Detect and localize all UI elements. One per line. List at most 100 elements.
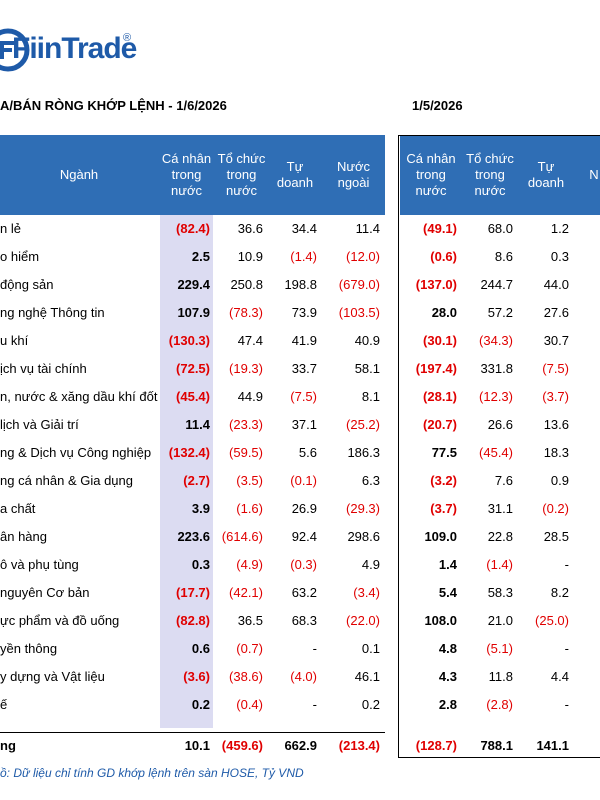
sector-name: ng & Dịch vụ Công nghiệp (0, 445, 152, 460)
sector-name: yền thông (0, 641, 58, 656)
value-cell: (0.7) (236, 641, 263, 656)
value-cell: (0.6) (430, 249, 457, 264)
value-cell: (137.0) (415, 277, 457, 292)
sector-name: lịch và Giải trí (0, 417, 79, 432)
value-cell: (17.7) (176, 585, 210, 600)
value-cell: 36.5 (237, 613, 263, 628)
value-cell: 18.3 (543, 445, 569, 460)
value-cell: 108.0 (424, 613, 457, 628)
value-cell: - (564, 641, 569, 656)
sector-name: ng nghệ Thông tin (0, 305, 105, 320)
value-cell: (0.4) (236, 697, 263, 712)
value-cell: (49.1) (423, 221, 457, 236)
value-cell: (0.2) (542, 501, 569, 516)
value-cell: (7.5) (290, 389, 317, 404)
sector-name: u khí (0, 333, 29, 348)
value-cell: 662.9 (284, 738, 317, 753)
value-cell: (213.4) (338, 738, 380, 753)
value-cell: 44.0 (543, 277, 569, 292)
value-cell: 5.6 (298, 445, 317, 460)
column-header: Nước ngoài (336, 159, 371, 190)
value-cell: (103.5) (338, 305, 380, 320)
value-cell: 21.0 (487, 613, 513, 628)
value-cell: 73.9 (291, 305, 317, 320)
value-cell: (1.4) (486, 557, 513, 572)
value-cell: (23.3) (229, 417, 263, 432)
value-cell: - (312, 697, 317, 712)
value-cell: - (312, 641, 317, 656)
value-cell: 4.8 (438, 641, 457, 656)
value-cell: (4.9) (236, 557, 263, 572)
value-cell: 0.2 (191, 697, 210, 712)
value-cell: 244.7 (480, 277, 513, 292)
value-cell: 0.9 (550, 473, 569, 488)
value-cell: 0.3 (191, 557, 210, 572)
value-cell: (78.3) (229, 305, 263, 320)
value-cell: (72.5) (176, 361, 210, 376)
value-cell: (38.6) (229, 669, 263, 684)
value-cell: (12.0) (346, 249, 380, 264)
sector-name: ịch vụ tài chính (0, 361, 87, 376)
value-cell: 7.6 (494, 473, 513, 488)
value-cell: (130.3) (168, 333, 210, 348)
value-cell: 58.1 (354, 361, 380, 376)
sector-name: ng cá nhân & Gia dụng (0, 473, 133, 488)
sector-name: ực phẩm và đồ uống (0, 613, 120, 628)
right-header-bg (400, 135, 600, 215)
value-cell: (28.1) (423, 389, 457, 404)
highlight-column (160, 215, 213, 728)
value-cell: (1.4) (290, 249, 317, 264)
total-line (0, 732, 385, 733)
value-cell: 2.8 (438, 697, 457, 712)
value-cell: 1.2 (550, 221, 569, 236)
value-cell: 186.3 (347, 445, 380, 460)
value-cell: (7.5) (542, 361, 569, 376)
value-cell: (3.2) (430, 473, 457, 488)
value-cell: 3.9 (191, 501, 210, 516)
value-cell: 30.7 (543, 333, 569, 348)
value-cell: (30.1) (423, 333, 457, 348)
sector-name: nguyên Cơ bản (0, 585, 90, 600)
value-cell: 33.7 (291, 361, 317, 376)
value-cell: (5.1) (486, 641, 513, 656)
sector-name: ế (0, 697, 8, 712)
value-cell: (34.3) (479, 333, 513, 348)
value-cell: (3.5) (236, 473, 263, 488)
value-cell: (29.3) (346, 501, 380, 516)
sector-name: ân hàng (0, 529, 47, 544)
sector-name: n, nước & xăng dầu khí đốt (0, 389, 158, 404)
value-cell: (82.4) (176, 221, 210, 236)
value-cell: 68.3 (291, 613, 317, 628)
value-cell: (3.4) (353, 585, 380, 600)
value-cell: 68.0 (487, 221, 513, 236)
value-cell: 28.5 (543, 529, 569, 544)
value-cell: (614.6) (221, 529, 263, 544)
value-cell: 10.1 (184, 738, 210, 753)
value-cell: 36.6 (237, 221, 263, 236)
value-cell: (42.1) (229, 585, 263, 600)
value-cell: (22.0) (346, 613, 380, 628)
value-cell: 11.8 (488, 669, 513, 684)
value-cell: 44.9 (237, 389, 263, 404)
column-header: Ngành (59, 167, 99, 182)
value-cell: 109.0 (424, 529, 457, 544)
footer-note: ồ: Dữ liệu chỉ tính GD khớp lệnh trên sà… (0, 766, 304, 780)
value-cell: (0.3) (290, 557, 317, 572)
value-cell: (45.4) (479, 445, 513, 460)
value-cell: 31.1 (487, 501, 513, 516)
value-cell: (2.7) (183, 473, 210, 488)
logo-reg: ® (123, 32, 132, 44)
value-cell: 4.4 (550, 669, 569, 684)
column-header: N (589, 167, 599, 182)
value-cell: 40.9 (354, 333, 380, 348)
value-cell: 27.6 (543, 305, 569, 320)
value-cell: 331.8 (480, 361, 513, 376)
value-cell: 13.6 (543, 417, 569, 432)
value-cell: 41.9 (291, 333, 317, 348)
value-cell: (19.3) (229, 361, 263, 376)
value-cell: 0.1 (361, 641, 380, 656)
value-cell: 26.9 (291, 501, 317, 516)
column-header: Tự doanh (276, 159, 314, 190)
right-box (398, 135, 600, 758)
